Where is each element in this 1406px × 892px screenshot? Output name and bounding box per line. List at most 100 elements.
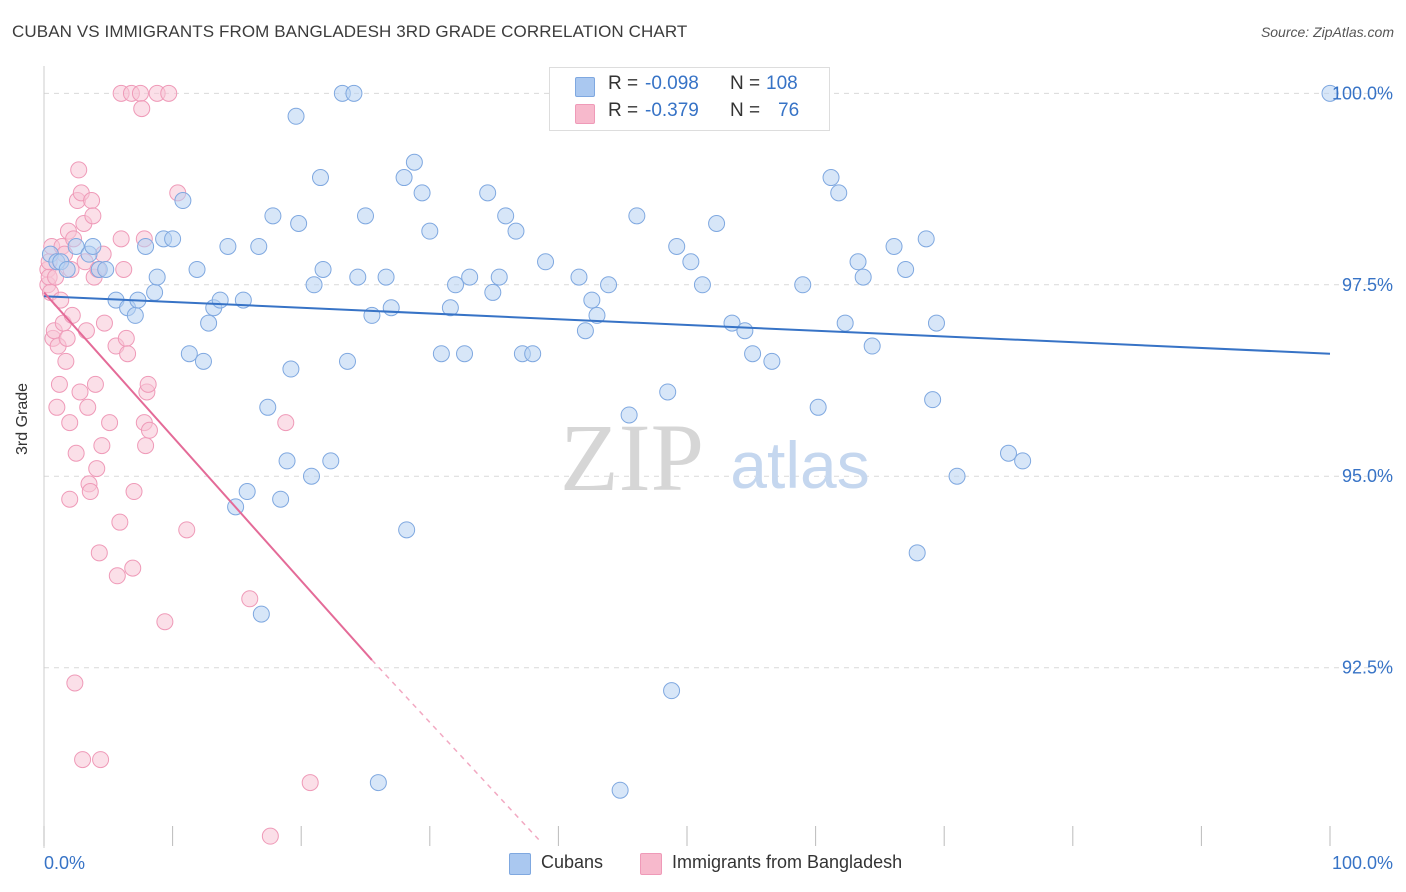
cuban-point [849, 253, 867, 271]
cuban-point [620, 406, 638, 424]
cuban-point [537, 253, 555, 271]
bangladesh-point [111, 513, 129, 531]
bangladesh-point [77, 322, 95, 340]
bangladesh-point [58, 329, 76, 347]
bangladesh-point [70, 161, 88, 179]
cuban-point [272, 490, 290, 508]
cuban-point [67, 237, 85, 255]
cuban-point [484, 283, 502, 301]
cuban-point [252, 605, 270, 623]
y-tick-label: 95.0% [1342, 466, 1393, 486]
cuban-point [264, 207, 282, 225]
cuban-point [830, 184, 848, 202]
cuban-point [97, 260, 115, 278]
cuban-point [600, 276, 618, 294]
cuban-point [763, 352, 781, 370]
stats-box: R = -0.098 N = 108 R = -0.379 N = 76 [549, 67, 830, 131]
cubans-trend-line [43, 295, 1331, 355]
cuban-point [659, 383, 677, 401]
bangladesh-point [125, 483, 143, 501]
legend-swatch-bangladesh [640, 853, 662, 875]
cuban-point [708, 215, 726, 233]
cuban-point [377, 268, 395, 286]
bangladesh-point [131, 84, 149, 102]
bangladesh-point [61, 414, 79, 432]
chart-title: CUBAN VS IMMIGRANTS FROM BANGLADESH 3RD … [12, 22, 688, 41]
cuban-point [794, 276, 812, 294]
bangladesh-point [67, 444, 85, 462]
cuban-point [1014, 452, 1032, 470]
bangladesh-point [93, 437, 111, 455]
r-value-bangladesh: -0.379 [645, 100, 699, 121]
bangladesh-point [133, 100, 151, 118]
legend: Cubans Immigrants from Bangladesh [0, 852, 1406, 878]
bangladesh-point [108, 567, 126, 585]
cuban-point [628, 207, 646, 225]
x-tick-label: 100.0% [1332, 853, 1393, 873]
bangladesh-point [139, 375, 157, 393]
cuban-point [382, 299, 400, 317]
bangladesh-point [61, 490, 79, 508]
cuban-point [461, 268, 479, 286]
cuban-point [357, 207, 374, 225]
n-label: N = [730, 73, 761, 94]
cuban-point [1321, 84, 1339, 102]
cuban-point [885, 237, 903, 255]
cuban-point [456, 345, 474, 363]
bangladesh-point [124, 559, 142, 577]
bangladesh-trend-line [43, 291, 373, 661]
cuban-point [146, 283, 164, 301]
x-tick-label: 0.0% [44, 853, 85, 873]
legend-label-bangladesh: Immigrants from Bangladesh [672, 852, 903, 872]
bangladesh-point [137, 437, 155, 455]
cuban-point [287, 107, 305, 125]
bangladesh-point [112, 230, 130, 248]
cuban-point [174, 192, 192, 210]
watermark-atlas: atlas [730, 428, 869, 502]
cuban-point [338, 352, 356, 370]
cuban-point [405, 153, 423, 171]
cuban-point [668, 237, 686, 255]
cuban-point [322, 452, 340, 470]
cuban-point [927, 314, 945, 332]
cuban-point [490, 268, 508, 286]
cuban-point [200, 314, 218, 332]
bangladesh-point [117, 329, 135, 347]
cuban-point [809, 398, 827, 416]
bangladesh-point [140, 421, 158, 439]
cuban-point [917, 230, 935, 248]
bangladesh-point [178, 521, 196, 539]
bangladesh-point [79, 398, 97, 416]
cuban-point [479, 184, 497, 202]
n-value-cubans: 108 [766, 73, 798, 94]
bangladesh-point [86, 375, 104, 393]
cuban-point [863, 337, 881, 355]
cuban-point [507, 222, 525, 240]
bangladesh-point [160, 84, 178, 102]
cuban-point [250, 237, 268, 255]
bangladesh-point [81, 483, 99, 501]
n-value-bangladesh: 76 [778, 100, 800, 121]
cuban-point [447, 276, 465, 294]
cuban-point [524, 345, 542, 363]
cuban-point [663, 682, 681, 700]
cuban-point [421, 222, 439, 240]
bangladesh-point [90, 544, 108, 562]
cuban-point [736, 322, 754, 340]
cuban-point [948, 467, 966, 485]
cuban-point [588, 306, 606, 324]
cuban-point [897, 260, 915, 278]
series-cubans-points [41, 84, 1339, 799]
r-label: R = [608, 100, 639, 121]
cuban-point [413, 184, 431, 202]
cuban-point [924, 391, 942, 409]
n-label: N = [730, 100, 761, 121]
cuban-point [682, 253, 700, 271]
bangladesh-point [261, 827, 279, 845]
cuban-point [219, 237, 237, 255]
cuban-point [908, 544, 926, 562]
cuban-point [497, 207, 515, 225]
bangladesh-point [50, 375, 68, 393]
cuban-point [148, 268, 166, 286]
cuban-point [278, 452, 296, 470]
